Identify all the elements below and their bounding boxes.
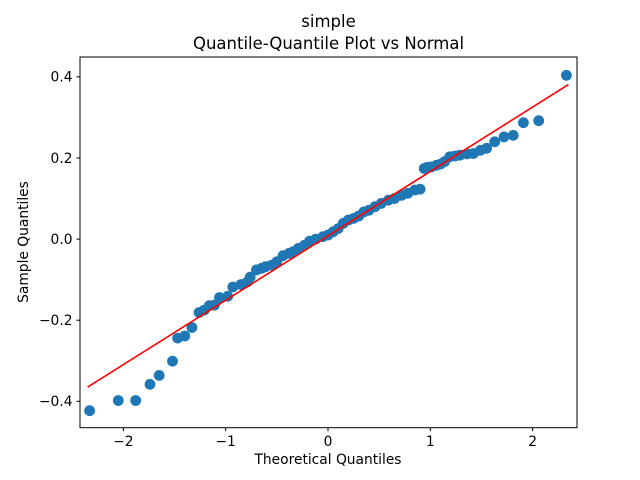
scatter-point xyxy=(222,290,234,302)
scatter-point xyxy=(112,395,124,406)
scatter-point xyxy=(498,131,510,143)
scatter-point xyxy=(179,330,191,342)
chart-title: simple Quantile-Quantile Plot vs Normal xyxy=(80,11,577,55)
scatter-point xyxy=(167,355,178,367)
scatter-point xyxy=(227,281,239,293)
y-tick-label: −0.4 xyxy=(39,394,73,410)
scatter-point xyxy=(84,405,95,417)
x-tick-label: 2 xyxy=(528,434,537,450)
scatter-point xyxy=(518,117,529,129)
scatter-point xyxy=(489,136,501,148)
chart-title-line2: Quantile-Quantile Plot vs Normal xyxy=(192,34,465,53)
scatter-point xyxy=(209,299,220,311)
scatter-point xyxy=(414,183,426,195)
chart-title-line1: simple xyxy=(301,12,356,31)
y-tick-label: 0.2 xyxy=(51,151,73,167)
scatter-point xyxy=(561,69,572,81)
scatter-point xyxy=(244,271,256,283)
scatter-point xyxy=(153,370,165,381)
x-axis-label: Theoretical Quantiles xyxy=(254,452,402,468)
scatter-point xyxy=(507,129,519,141)
y-tick-label: 0.0 xyxy=(51,232,73,248)
reference-line xyxy=(87,83,569,388)
x-tick-label: −2 xyxy=(113,434,133,450)
scatter-point xyxy=(130,395,142,406)
scatter-point xyxy=(186,322,198,333)
y-tick-label: −0.2 xyxy=(39,313,73,329)
y-tick-label: 0.4 xyxy=(51,70,73,86)
x-tick-label: 1 xyxy=(426,434,435,450)
scatter-point xyxy=(533,115,545,127)
scatter-point xyxy=(144,378,156,390)
axes-border xyxy=(79,56,578,429)
x-tick-label: −1 xyxy=(216,434,236,450)
scatter-point xyxy=(214,292,225,303)
x-tick-label: 0 xyxy=(324,434,333,450)
scatter-point xyxy=(481,142,492,154)
